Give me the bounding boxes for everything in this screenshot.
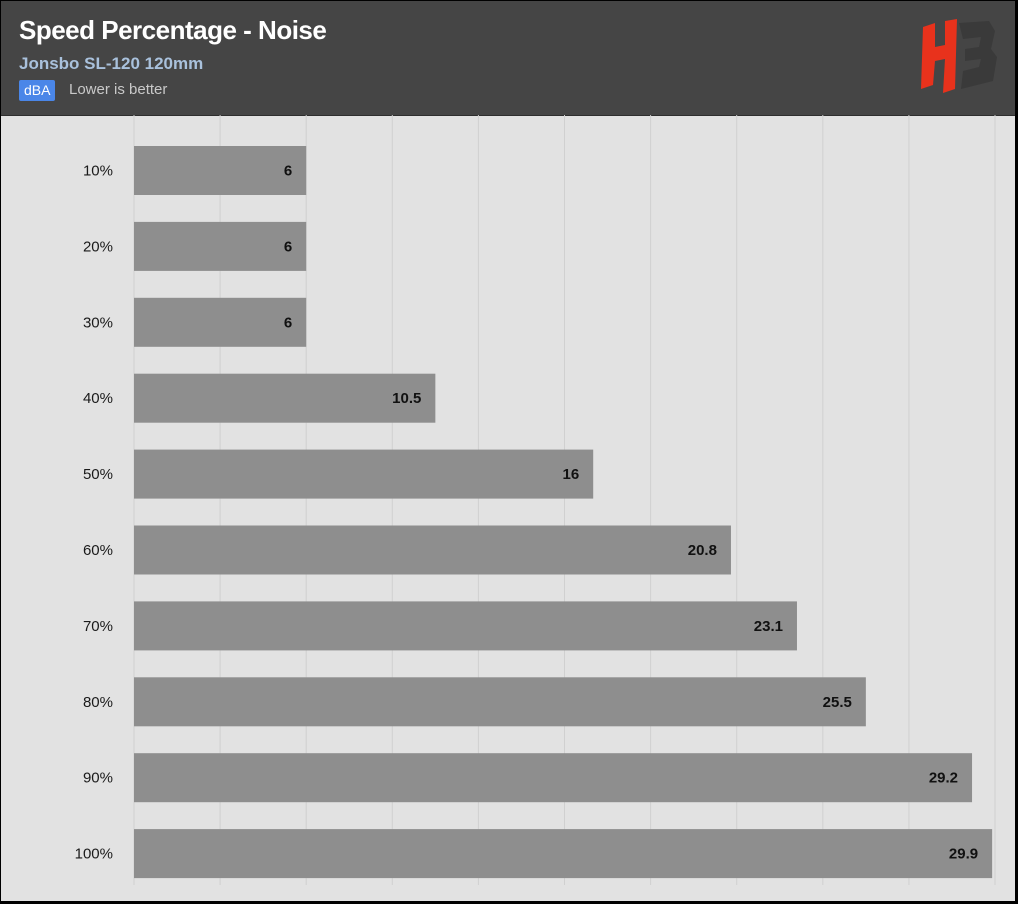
chart-subtitle: Jonsbo SL-120 120mm — [19, 54, 204, 73]
bar — [134, 297, 307, 347]
value-label: 25.5 — [823, 694, 852, 711]
chart-header: Speed Percentage - Noise Jonsbo SL-120 1… — [1, 1, 1015, 116]
value-label: 29.2 — [929, 770, 958, 787]
logo-h-shape — [921, 19, 957, 93]
chart-title: Speed Percentage - Noise — [19, 15, 327, 45]
bar — [134, 601, 797, 651]
category-label: 70% — [83, 618, 113, 635]
category-label: 50% — [83, 466, 113, 483]
category-label: 60% — [83, 542, 113, 559]
bar — [134, 146, 307, 195]
category-label: 10% — [83, 163, 113, 180]
unit-badge: dBA — [19, 80, 56, 101]
bar — [134, 221, 307, 271]
chart-note: Lower is better — [69, 81, 168, 98]
category-label: 20% — [83, 238, 113, 255]
value-label: 23.1 — [754, 618, 783, 635]
bar — [134, 449, 594, 499]
category-label: 100% — [75, 846, 113, 863]
value-label: 6 — [284, 314, 292, 331]
value-label: 10.5 — [392, 390, 421, 407]
bar — [134, 753, 973, 803]
value-label: 6 — [284, 238, 292, 255]
bar — [134, 525, 731, 575]
hb-logo-icon — [921, 19, 997, 93]
logo-b-shape — [959, 21, 997, 89]
category-label: 30% — [83, 314, 113, 331]
category-label: 80% — [83, 694, 113, 711]
category-label: 90% — [83, 770, 113, 787]
bar-chart: 10% 6 20% 6 30% 6 40% 10.5 50% 16 60% 20.8 70% 23.1 80… — [75, 115, 996, 885]
bar — [134, 677, 866, 727]
value-label: 20.8 — [688, 542, 717, 559]
value-label: 29.9 — [949, 846, 978, 863]
bar — [134, 373, 436, 423]
bar — [134, 829, 993, 879]
bar-series: 10% 6 20% 6 30% 6 40% 10.5 50% 16 60% 20.8 70% 23.1 80… — [75, 146, 993, 879]
value-label: 6 — [284, 163, 292, 180]
category-label: 40% — [83, 390, 113, 407]
value-label: 16 — [563, 466, 580, 483]
